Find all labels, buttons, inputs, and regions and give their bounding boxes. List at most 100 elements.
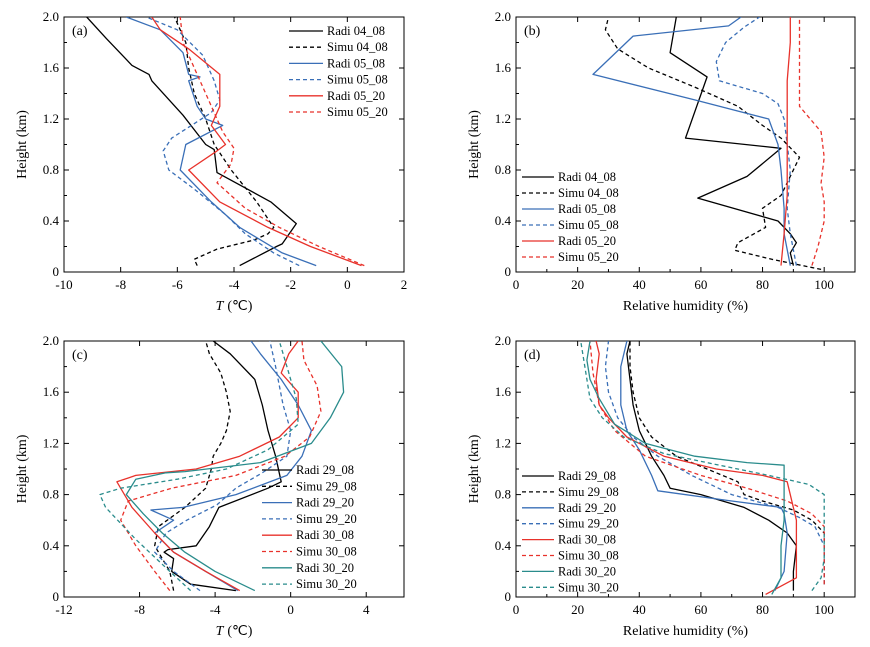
x-tick-label: 60: [694, 277, 707, 292]
series-line-simu-05-08: [145, 17, 300, 267]
y-tick-label: 1.2: [495, 111, 511, 126]
series-line-simu-29-08: [154, 341, 231, 591]
legend-label: Simu 29_20: [558, 517, 619, 531]
y-tick-label: 0.8: [495, 162, 511, 177]
series-group: [580, 341, 825, 595]
x-axis-variable: T: [216, 299, 225, 314]
panel-c: -12 -8 -4 0 4 0 0.4 0.8 1.2 1.6 2.0 (c) Height (km) T…: [15, 333, 405, 639]
y-tick-label: 1.6: [495, 60, 512, 75]
y-tick-label: 0.4: [495, 213, 512, 228]
y-axis-label: Height (km): [467, 434, 482, 503]
y-tick-label: 0: [505, 264, 512, 279]
x-tick-label: -12: [55, 602, 72, 617]
legend-label: Simu 30_20: [558, 580, 619, 594]
legend-label: Simu 30_20: [296, 577, 357, 591]
y-tick-label: 0.8: [43, 487, 59, 502]
legend-label: Radi 30_08: [296, 528, 354, 542]
x-tick-label: -2: [285, 277, 296, 292]
legend-label: Simu 05_08: [558, 218, 619, 232]
legend-label: Radi 05_20: [327, 89, 385, 103]
legend-label: Radi 04_08: [327, 24, 385, 38]
y-tick-label: 0: [505, 589, 512, 604]
series-line-radi-29-08: [163, 341, 282, 592]
y-axis-label: Height (km): [15, 110, 30, 179]
legend-label: Simu 30_08: [558, 549, 619, 563]
series-line-radi-05-20: [151, 17, 362, 267]
panel-label: (a): [72, 24, 88, 39]
x-axis-label: T (℃): [216, 299, 253, 314]
panel-a: -10 -8 -6 -4 -2 0 2 0 0.4 0.8 1.2 1.6 2.0 (a) Height (…: [15, 9, 407, 314]
series-line-simu-29-20: [154, 341, 292, 592]
series-line-radi-05-08: [592, 17, 791, 266]
x-tick-label: -8: [134, 602, 145, 617]
series-line-simu-05-20: [798, 17, 825, 266]
y-tick-label: 1.2: [43, 111, 59, 126]
x-axis-unit: (℃): [227, 299, 252, 314]
series-group: [99, 341, 345, 592]
y-tick-label: 0.4: [43, 213, 60, 228]
y-tick-label: 0.8: [43, 162, 59, 177]
series-line-radi-30-20: [125, 341, 345, 592]
x-tick-label: 80: [756, 602, 769, 617]
y-tick-label: 2.0: [43, 333, 59, 348]
series-line-radi-05-20: [780, 17, 791, 266]
x-tick-label: 60: [694, 602, 707, 617]
series-line-radi-30-08: [595, 341, 798, 595]
series-line-radi-04-08: [669, 17, 798, 266]
y-tick-label: 0.4: [495, 538, 512, 553]
series-line-simu-30-08: [589, 341, 825, 585]
x-tick-label: 80: [756, 277, 769, 292]
y-tick-label: 0.4: [43, 538, 60, 553]
x-tick-label: -4: [210, 602, 221, 617]
legend-label: Simu 05_20: [327, 105, 388, 119]
x-tick-label: 0: [287, 602, 294, 617]
series-line-simu-05-20: [179, 17, 365, 267]
x-tick-label: -8: [115, 277, 126, 292]
y-tick-label: 1.6: [495, 384, 512, 399]
x-tick-label: 20: [571, 277, 584, 292]
y-tick-label: 2.0: [43, 9, 59, 24]
series-line-radi-30-08: [116, 341, 299, 592]
legend: Radi 04_08 Simu 04_08 Radi 05_08 Simu 05_08…: [289, 24, 388, 119]
plot-frame: [63, 16, 405, 273]
x-tick-label: 0: [513, 602, 520, 617]
x-tick-label: 100: [814, 602, 834, 617]
legend: Radi 29_08 Simu 29_08 Radi 29_20 Simu 29_20…: [522, 469, 619, 594]
series-group: [592, 17, 825, 271]
x-tick-label: 100: [814, 277, 834, 292]
legend-label: Radi 05_08: [327, 56, 385, 70]
x-tick-label: -10: [55, 277, 72, 292]
legend: Radi 29_08 Simu 29_08 Radi 29_20 Simu 29_20…: [262, 463, 357, 591]
y-tick-label: 1.2: [43, 435, 59, 450]
x-tick-label: -4: [229, 277, 240, 292]
panel-b: 0 20 40 60 80 100 0 0.4 0.8 1.2 1.6 2.0 (b) Height (k…: [467, 9, 856, 314]
x-tick-label: 4: [363, 602, 370, 617]
x-tick-label: 0: [513, 277, 520, 292]
x-tick-label: 40: [633, 277, 646, 292]
panel-label: (b): [524, 24, 541, 39]
x-tick-label: 20: [571, 602, 584, 617]
legend-label: Radi 30_08: [558, 533, 616, 547]
series-line-radi-04-08: [86, 17, 297, 267]
legend-label: Simu 04_08: [558, 186, 619, 200]
x-axis-variable: T: [216, 624, 225, 639]
y-tick-label: 1.2: [495, 435, 511, 450]
x-axis-label: Relative humidity (%): [623, 299, 749, 314]
series-line-simu-04-08: [604, 17, 822, 271]
legend-label: Radi 05_08: [558, 202, 616, 216]
legend-label: Simu 05_08: [327, 73, 388, 87]
legend-label: Simu 29_08: [558, 485, 619, 499]
legend: Radi 04_08 Simu 04_08 Radi 05_08 Simu 05_08…: [522, 170, 619, 264]
panel-label: (d): [524, 348, 541, 363]
x-tick-label: 40: [633, 602, 646, 617]
series-group: [86, 17, 365, 267]
x-axis-label: T (℃): [216, 624, 253, 639]
legend-label: Radi 05_20: [558, 234, 616, 248]
legend-label: Radi 29_08: [296, 463, 354, 477]
y-tick-label: 1.6: [43, 384, 60, 399]
y-tick-label: 2.0: [495, 333, 511, 348]
legend-label: Radi 29_08: [558, 469, 616, 483]
legend-label: Simu 29_20: [296, 512, 357, 526]
series-line-simu-30-08: [120, 341, 322, 592]
series-line-simu-30-20: [99, 341, 299, 592]
